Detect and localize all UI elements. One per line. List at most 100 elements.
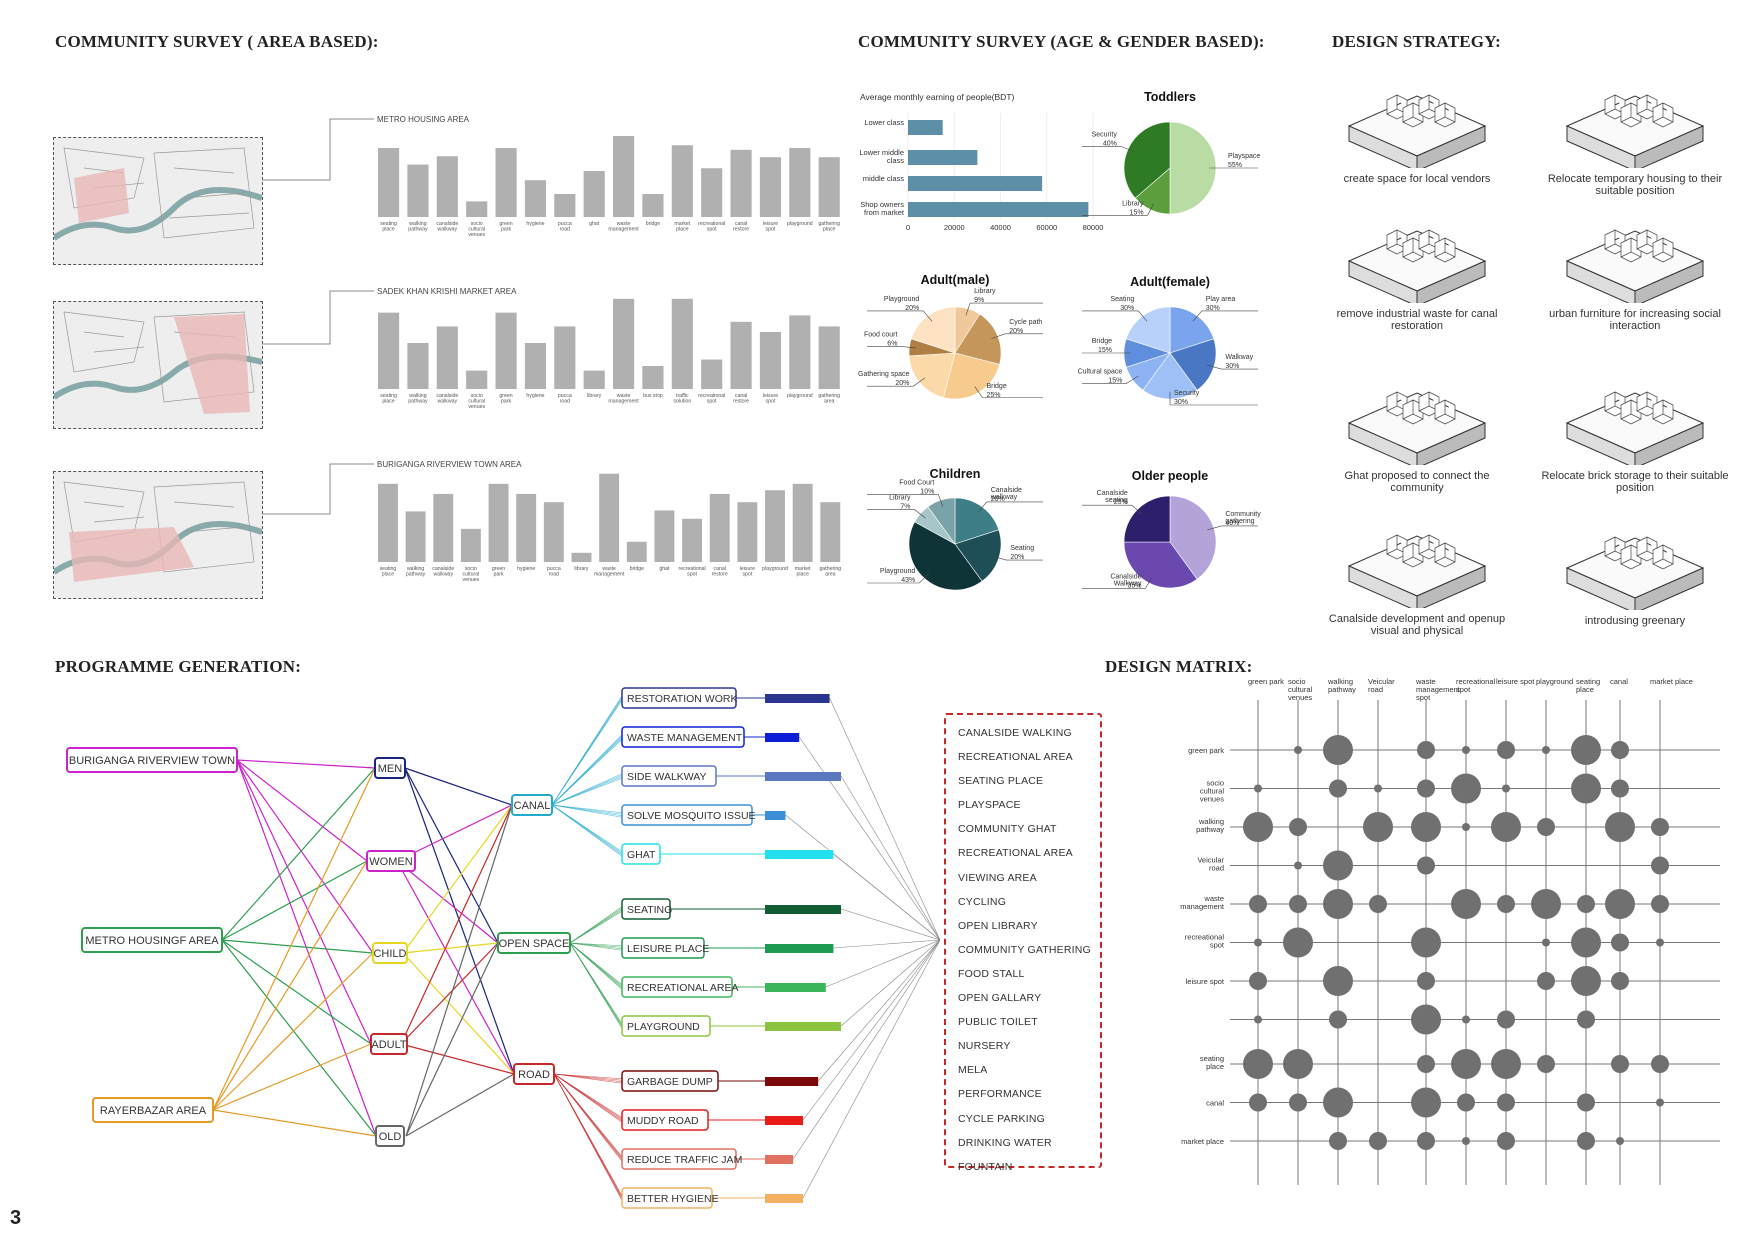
pie-slice <box>1169 306 1215 354</box>
area-bar <box>759 331 782 389</box>
item-list-link <box>840 775 940 941</box>
pie-slice-value: 25% <box>1114 499 1128 506</box>
area-bar-label: gathering area <box>819 566 841 578</box>
group-category-link <box>405 804 513 1137</box>
area-bar-label: library <box>587 393 602 399</box>
programme-list-item: OPEN LIBRARY <box>958 919 1038 932</box>
area-bar-label: canal restore <box>712 566 728 578</box>
group-category-link <box>400 804 513 1045</box>
programme-item-node <box>621 1148 737 1170</box>
programme-item-label: RESTORATION WORK <box>627 693 737 705</box>
category-item-link <box>551 700 623 806</box>
matrix-column-label: playground <box>1536 677 1573 686</box>
programme-item-node <box>621 937 705 959</box>
matrix-dot <box>1411 927 1441 958</box>
programme-item-label: BETTER HYGIENE <box>627 1193 719 1205</box>
matrix-dot <box>1611 741 1629 759</box>
item-list-link <box>798 736 940 941</box>
pie-slice-label: Bridge <box>1092 338 1112 345</box>
strategy-caption: urban furniture for increasing social in… <box>1549 308 1721 332</box>
area-bar <box>554 326 576 389</box>
programme-list-item: COMMUNITY GHAT <box>958 823 1057 836</box>
area-bar <box>433 493 454 562</box>
pie-slice-label: Seating <box>1111 296 1135 303</box>
matrix-dot <box>1254 784 1262 793</box>
matrix-dot <box>1289 1093 1307 1112</box>
matrix-dot <box>1329 1132 1347 1150</box>
pie-leader <box>1207 525 1258 531</box>
area-bar-label: pucca road <box>558 221 572 233</box>
matrix-dot <box>1656 1098 1664 1107</box>
programme-list-item: PUBLIC TOILET <box>958 1016 1038 1029</box>
programme-priority-bar <box>765 1155 794 1164</box>
item-list-link <box>840 908 940 941</box>
pie-leader <box>992 555 1043 561</box>
pie-slice-value: 55% <box>1228 162 1242 169</box>
pie-slice-label: Food Court <box>899 480 934 487</box>
area-bar <box>818 157 840 217</box>
pie-leader <box>867 346 917 349</box>
section-title-programme: PROGRAMME GENERATION: <box>55 657 302 676</box>
map-drawing <box>54 302 262 428</box>
matrix-dot <box>1537 1055 1555 1073</box>
matrix-dot <box>1417 972 1435 990</box>
pie-slice-value: 43% <box>901 577 915 584</box>
matrix-dot <box>1571 773 1601 804</box>
pie-slice-label: Walkway <box>1225 354 1253 361</box>
isometric-block-illustration <box>1565 536 1705 614</box>
category-node <box>497 932 571 954</box>
category-node <box>513 1063 555 1085</box>
area-bar <box>583 171 605 217</box>
matrix-dot <box>1577 1010 1595 1029</box>
category-item-link <box>569 942 623 951</box>
area-bar-label: waste management <box>608 221 639 233</box>
programme-list-item: MELA <box>958 1064 988 1077</box>
matrix-dot <box>1531 889 1561 919</box>
area-group-link <box>212 952 374 1111</box>
pie-slice-value: 35% <box>1127 582 1141 589</box>
area-bar-label: canal restore <box>733 221 749 233</box>
programme-item-node <box>621 1070 719 1092</box>
group-category-link <box>396 804 513 862</box>
group-category-link <box>396 860 499 944</box>
area-map-metro-housing <box>53 137 263 265</box>
matrix-column-label: green park <box>1248 677 1284 686</box>
strategy-caption: create space for local vendors <box>1343 173 1491 185</box>
category-item-link <box>569 942 623 1029</box>
pie-leader <box>1082 504 1143 515</box>
pie-slice-label: Playground <box>884 296 920 303</box>
earning-bar-label: middle class <box>863 174 905 183</box>
programme-network: BURIGANGA RIVERVIEW TOWN METRO HOUSINGF A… <box>66 687 940 1209</box>
area-bar <box>554 194 576 217</box>
item-list-link <box>825 939 940 988</box>
programme-item-node <box>621 1109 709 1131</box>
pie-title: Children <box>930 467 981 481</box>
leader-line <box>262 463 374 515</box>
group-category-link <box>402 952 515 1075</box>
pie-leader <box>965 302 1043 316</box>
area-node-label: METRO HOUSINGF AREA <box>85 935 219 947</box>
matrix-column-label: market place <box>1650 677 1693 686</box>
area-bar-label: gathering place <box>818 221 840 233</box>
group-node-label: OLD <box>379 1131 402 1143</box>
area-bar <box>671 145 693 217</box>
pie-title: Adult(male) <box>921 273 990 287</box>
area-bar-label: traffic solution <box>673 393 691 405</box>
programme-priority-bar <box>765 944 834 953</box>
item-list-link <box>792 939 940 1160</box>
pie-slice <box>1169 121 1217 215</box>
programme-item-label: SEATING <box>627 904 672 916</box>
matrix-row-label: leisure spot <box>1186 977 1225 986</box>
area-bar <box>626 541 647 562</box>
programme-list-item: OPEN GALLARY <box>958 992 1042 1005</box>
matrix-dot <box>1537 972 1555 990</box>
isometric-block-illustration <box>1347 94 1487 172</box>
pie-slice-label: Canalside seating <box>1097 490 1128 504</box>
matrix-dot <box>1323 889 1353 919</box>
area-bar <box>466 370 488 389</box>
area-bar <box>792 483 813 562</box>
pie-slice <box>908 352 956 398</box>
area-bar <box>524 343 547 389</box>
area-bar-label: playground <box>787 221 813 227</box>
programme-list: CANALSIDE WALKING RECREATIONAL AREA SEATIN… <box>944 713 1102 1173</box>
